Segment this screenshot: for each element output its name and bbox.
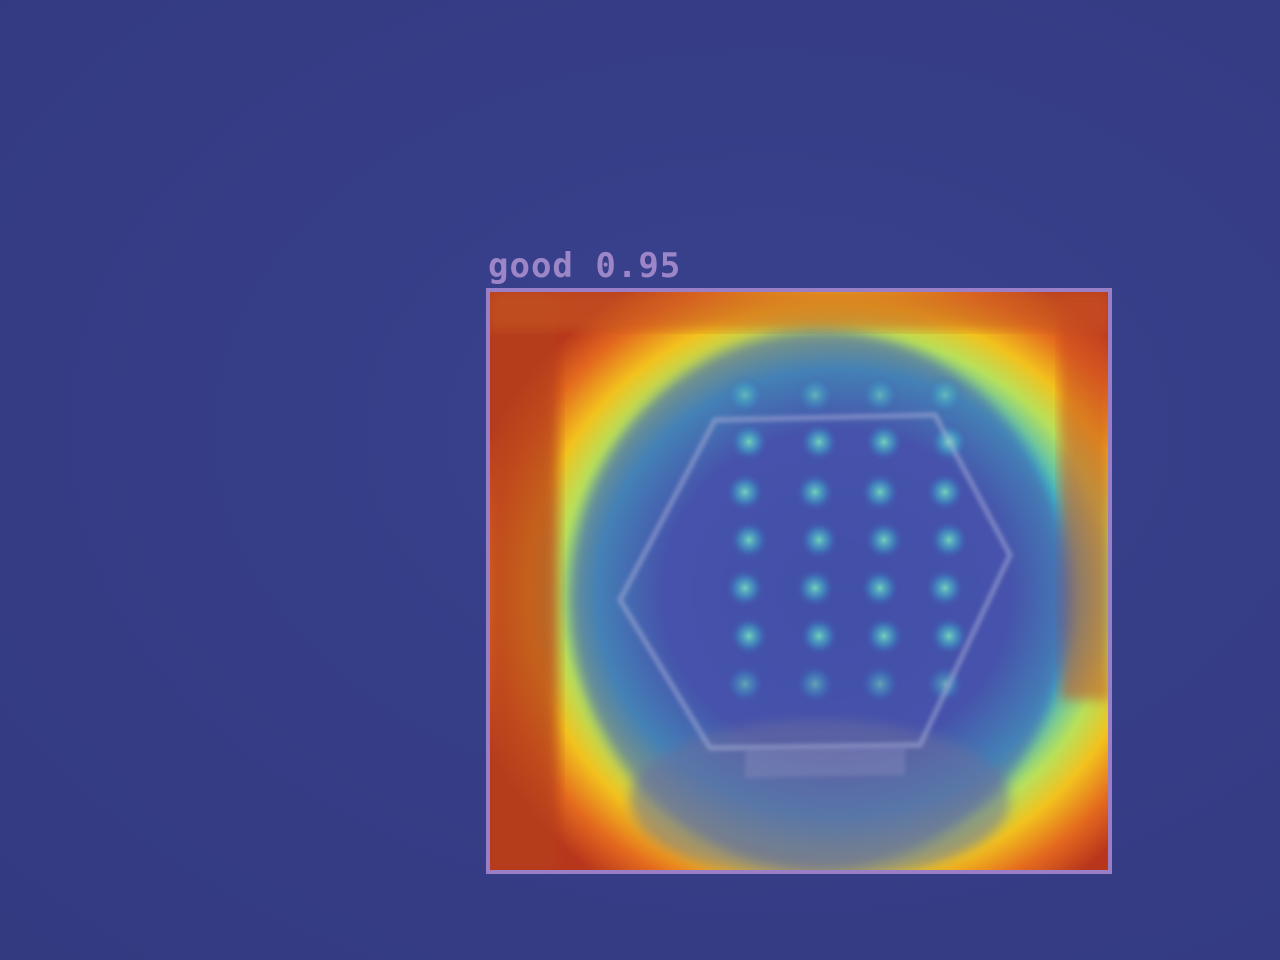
heat-spot (729, 616, 769, 656)
heat-spot (799, 422, 839, 462)
heat-spot (925, 472, 965, 512)
heat-spot (799, 520, 839, 560)
heat-spot (725, 375, 765, 415)
heat-spot (860, 472, 900, 512)
heat-spot (860, 568, 900, 608)
hexagon-object (617, 412, 1013, 751)
detection-class: good (488, 246, 574, 286)
heat-spot (725, 472, 765, 512)
heat-spot (860, 664, 900, 704)
heat-spot (925, 568, 965, 608)
heatmap-spots (725, 375, 969, 704)
heat-spot (929, 616, 969, 656)
heat-spot (929, 520, 969, 560)
heat-spot (864, 520, 904, 560)
heat-spot (799, 616, 839, 656)
heat-spot (795, 568, 835, 608)
detection-label: good 0.95 (488, 249, 681, 283)
heat-spot (725, 568, 765, 608)
heat-spot (864, 422, 904, 462)
heat-spot (795, 472, 835, 512)
heat-spot (795, 664, 835, 704)
heat-spot (729, 520, 769, 560)
heat-spot (925, 375, 965, 415)
detection-box (486, 288, 1112, 874)
heat-spot (725, 664, 765, 704)
heat-spot (729, 422, 769, 462)
heat-spot (864, 616, 904, 656)
detection-confidence: 0.95 (595, 246, 682, 286)
heat-spot (795, 375, 835, 415)
heat-spot (860, 375, 900, 415)
